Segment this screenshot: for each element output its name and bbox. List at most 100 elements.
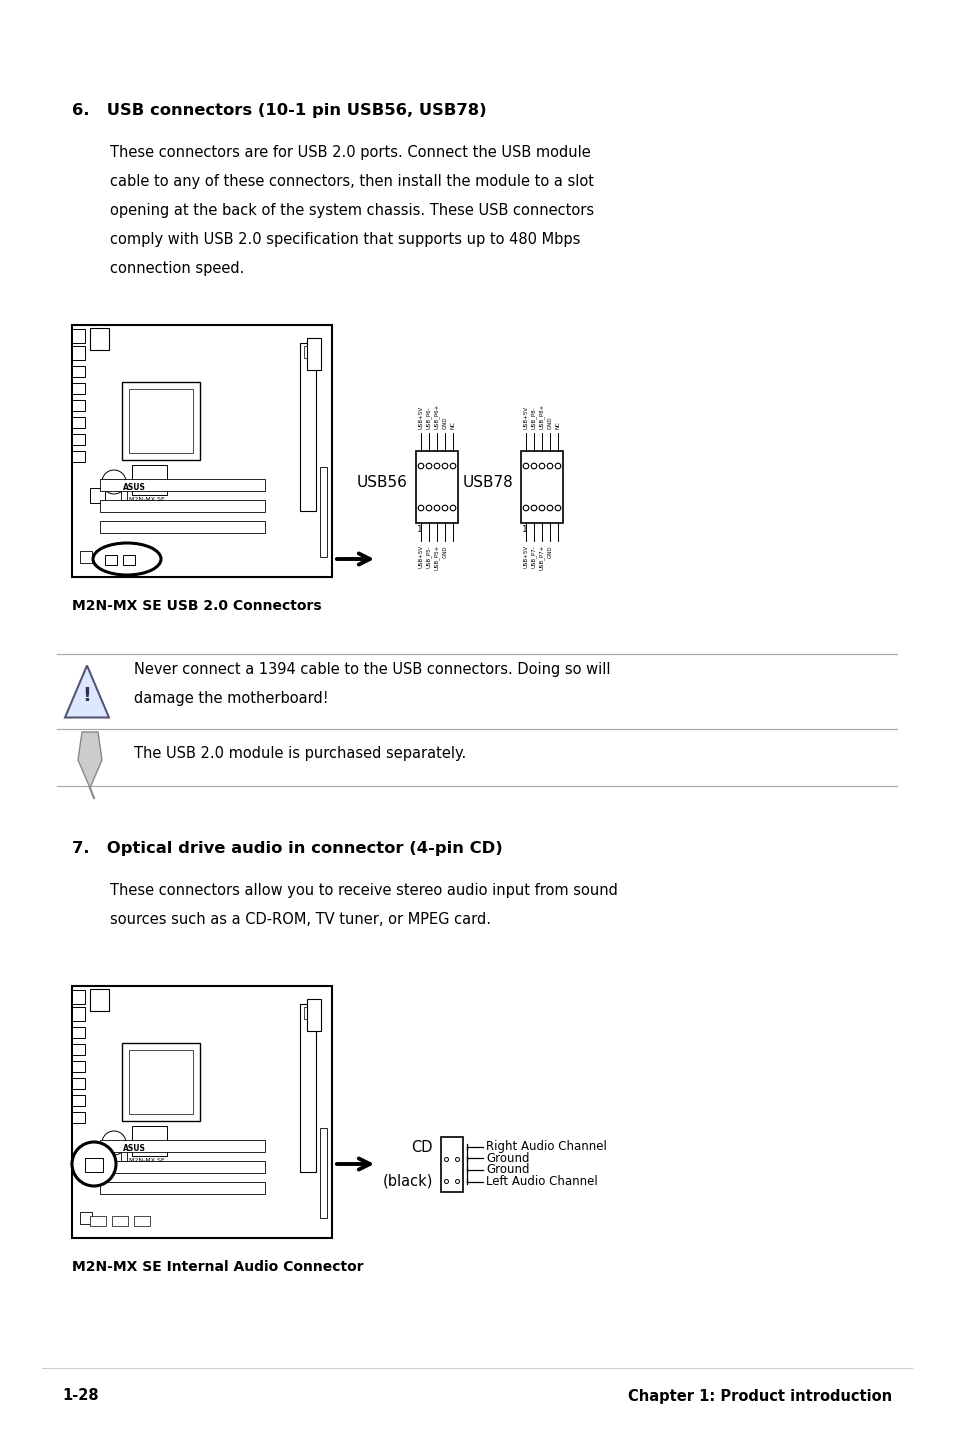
Bar — [304, 1007, 309, 1020]
Bar — [121, 490, 127, 500]
Bar — [100, 479, 265, 490]
Circle shape — [547, 463, 552, 469]
Text: GND: GND — [442, 545, 447, 558]
Bar — [71, 452, 85, 462]
Bar — [307, 999, 320, 1031]
Text: CD: CD — [411, 1140, 433, 1155]
Text: cable to any of these connectors, then install the module to a slot: cable to any of these connectors, then i… — [110, 174, 594, 188]
Text: These connectors allow you to receive stereo audio input from sound: These connectors allow you to receive st… — [110, 883, 618, 897]
Circle shape — [426, 463, 432, 469]
Text: NC: NC — [555, 421, 560, 429]
Bar — [71, 329, 85, 344]
Circle shape — [442, 505, 447, 510]
Text: damage the motherboard!: damage the motherboard! — [133, 692, 328, 706]
Text: USB56: USB56 — [356, 476, 408, 490]
Text: These connectors are for USB 2.0 ports. Connect the USB module: These connectors are for USB 2.0 ports. … — [110, 145, 590, 160]
Bar — [129, 555, 134, 565]
Text: USB+5V: USB+5V — [418, 406, 423, 429]
Text: USB_P8+: USB_P8+ — [538, 404, 544, 429]
Text: sources such as a CD-ROM, TV tuner, or MPEG card.: sources such as a CD-ROM, TV tuner, or M… — [110, 912, 491, 928]
Text: Ground: Ground — [485, 1152, 529, 1165]
Text: USB+5V: USB+5V — [418, 545, 423, 568]
Circle shape — [538, 505, 544, 510]
Circle shape — [426, 505, 432, 510]
Text: ASUS: ASUS — [123, 1145, 146, 1153]
Text: USB_P7+: USB_P7+ — [538, 545, 544, 571]
Circle shape — [555, 463, 560, 469]
Bar — [94, 555, 99, 565]
Text: USB_P7-: USB_P7- — [531, 545, 537, 568]
Bar — [71, 367, 85, 377]
Bar — [112, 1217, 128, 1227]
Circle shape — [442, 463, 447, 469]
Bar — [100, 500, 265, 512]
Bar — [71, 986, 332, 1238]
Text: opening at the back of the system chassis. These USB connectors: opening at the back of the system chassi… — [110, 203, 594, 219]
Bar — [71, 347, 85, 360]
Polygon shape — [78, 732, 102, 788]
Text: USB+5V: USB+5V — [523, 545, 528, 568]
Bar — [71, 1044, 85, 1055]
Text: 6.   USB connectors (10-1 pin USB56, USB78): 6. USB connectors (10-1 pin USB56, USB78… — [71, 104, 486, 118]
Bar — [71, 989, 85, 1004]
Bar — [319, 1127, 327, 1218]
Ellipse shape — [92, 544, 161, 575]
Text: USB78: USB78 — [462, 476, 513, 490]
Circle shape — [522, 463, 528, 469]
Text: ASUS: ASUS — [123, 483, 146, 492]
Text: 1: 1 — [416, 525, 422, 533]
Text: USB_P5+: USB_P5+ — [434, 545, 439, 571]
Circle shape — [538, 463, 544, 469]
Bar — [123, 555, 135, 565]
Bar — [101, 555, 107, 565]
Bar — [319, 467, 327, 557]
Bar — [440, 1136, 462, 1192]
Bar — [85, 1158, 103, 1172]
Bar — [90, 487, 105, 503]
Bar — [129, 390, 193, 453]
Text: 1: 1 — [521, 525, 527, 533]
Text: USB+5V: USB+5V — [523, 406, 528, 429]
Circle shape — [547, 505, 552, 510]
Bar — [416, 452, 457, 523]
Text: USB_P5-: USB_P5- — [426, 545, 432, 568]
Bar — [71, 400, 85, 411]
Circle shape — [531, 463, 537, 469]
Circle shape — [434, 505, 439, 510]
Bar — [71, 325, 332, 577]
Bar — [80, 551, 91, 564]
Bar — [71, 1061, 85, 1071]
Bar — [307, 338, 320, 370]
Circle shape — [102, 1132, 126, 1155]
Text: M2N-MX SE Internal Audio Connector: M2N-MX SE Internal Audio Connector — [71, 1260, 363, 1274]
Bar — [71, 1078, 85, 1089]
Text: USB_P6+: USB_P6+ — [434, 404, 439, 429]
Text: GND: GND — [547, 545, 552, 558]
Bar — [299, 344, 315, 510]
Text: GND: GND — [547, 417, 552, 429]
Circle shape — [417, 505, 423, 510]
Bar — [100, 1182, 265, 1194]
Bar — [71, 1094, 85, 1106]
Bar — [122, 555, 128, 565]
Bar — [100, 1160, 265, 1173]
Bar — [71, 1027, 85, 1038]
Text: The USB 2.0 module is purchased separately.: The USB 2.0 module is purchased separate… — [133, 746, 466, 761]
Text: Ground: Ground — [485, 1163, 529, 1176]
Text: comply with USB 2.0 specification that supports up to 480 Mbps: comply with USB 2.0 specification that s… — [110, 232, 579, 247]
Text: Left Audio Channel: Left Audio Channel — [485, 1175, 598, 1188]
Bar — [133, 1217, 150, 1227]
Bar — [136, 555, 141, 565]
Text: Chapter 1: Product introduction: Chapter 1: Product introduction — [627, 1389, 891, 1403]
Bar — [71, 1112, 85, 1123]
Bar — [90, 1149, 105, 1163]
Text: M2N-MX SE USB 2.0 Connectors: M2N-MX SE USB 2.0 Connectors — [71, 600, 321, 613]
Bar — [132, 1126, 167, 1156]
Circle shape — [450, 505, 456, 510]
Bar — [90, 989, 109, 1011]
Text: (black): (black) — [382, 1173, 433, 1188]
Bar — [90, 1217, 106, 1227]
Bar — [304, 347, 309, 358]
Bar — [71, 417, 85, 429]
Text: Right Audio Channel: Right Audio Channel — [485, 1140, 606, 1153]
